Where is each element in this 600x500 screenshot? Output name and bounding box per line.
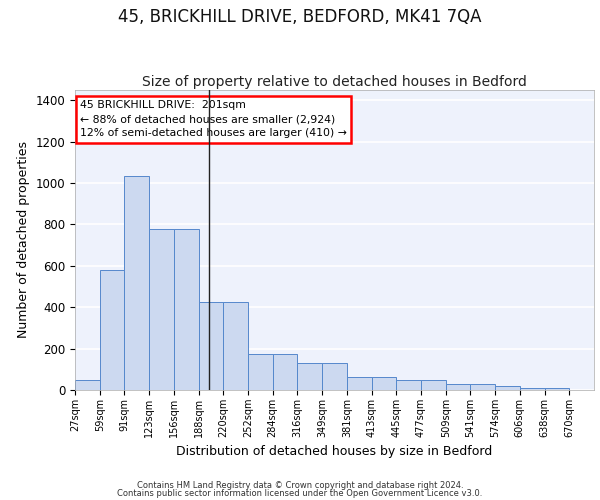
Text: Contains HM Land Registry data © Crown copyright and database right 2024.: Contains HM Land Registry data © Crown c…	[137, 480, 463, 490]
Bar	[520, 388, 545, 390]
Bar	[421, 380, 446, 390]
Bar	[322, 363, 347, 390]
Bar	[495, 386, 520, 390]
Bar	[199, 302, 223, 390]
Bar	[347, 376, 371, 390]
Bar	[149, 228, 174, 390]
Bar	[371, 376, 396, 390]
Bar	[545, 388, 569, 390]
Bar	[470, 384, 495, 390]
X-axis label: Distribution of detached houses by size in Bedford: Distribution of detached houses by size …	[176, 446, 493, 458]
Bar	[100, 270, 124, 390]
Bar	[223, 302, 248, 390]
Bar	[396, 380, 421, 390]
Bar	[248, 354, 273, 390]
Bar	[174, 228, 199, 390]
Y-axis label: Number of detached properties: Number of detached properties	[17, 142, 30, 338]
Bar	[446, 384, 470, 390]
Bar	[273, 354, 298, 390]
Title: Size of property relative to detached houses in Bedford: Size of property relative to detached ho…	[142, 75, 527, 89]
Text: Contains public sector information licensed under the Open Government Licence v3: Contains public sector information licen…	[118, 489, 482, 498]
Bar	[124, 176, 149, 390]
Text: 45, BRICKHILL DRIVE, BEDFORD, MK41 7QA: 45, BRICKHILL DRIVE, BEDFORD, MK41 7QA	[118, 8, 482, 26]
Bar	[298, 363, 322, 390]
Bar	[75, 380, 100, 390]
Text: 45 BRICKHILL DRIVE:  201sqm
← 88% of detached houses are smaller (2,924)
12% of : 45 BRICKHILL DRIVE: 201sqm ← 88% of deta…	[80, 100, 347, 138]
